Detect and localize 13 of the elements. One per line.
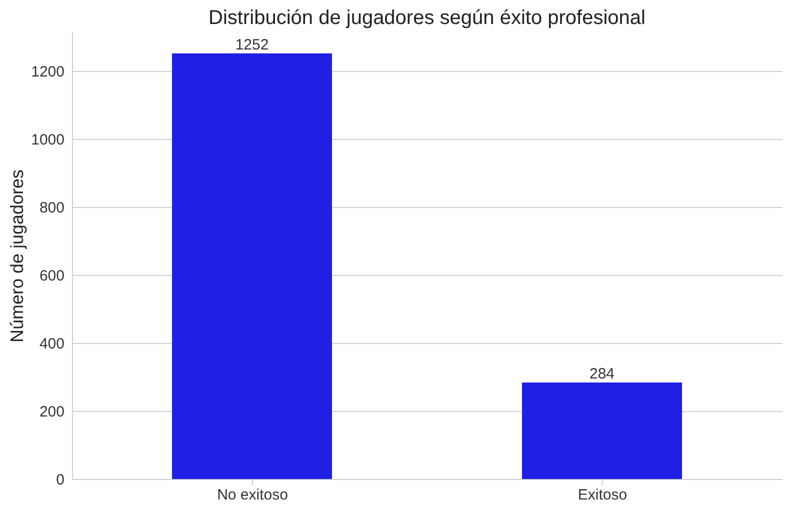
y-tick-label: 200 xyxy=(39,404,64,421)
x-tick-label: Exitoso xyxy=(578,486,628,504)
data-label: 284 xyxy=(589,365,615,382)
chart-title: Distribución de jugadores según éxito profesional xyxy=(208,7,646,29)
data-label: 1252 xyxy=(235,36,269,54)
y-tick-label: 800 xyxy=(39,200,64,217)
y-tick-label: 600 xyxy=(39,268,64,285)
y-axis-title: Número de jugadores xyxy=(7,169,28,343)
y-tick-label: 1200 xyxy=(31,64,64,81)
y-tick-label: 400 xyxy=(39,336,64,353)
y-tick-label: 1000 xyxy=(31,132,64,149)
x-tick-label: No exitoso xyxy=(217,486,288,504)
y-tick-label: 0 xyxy=(56,472,64,488)
